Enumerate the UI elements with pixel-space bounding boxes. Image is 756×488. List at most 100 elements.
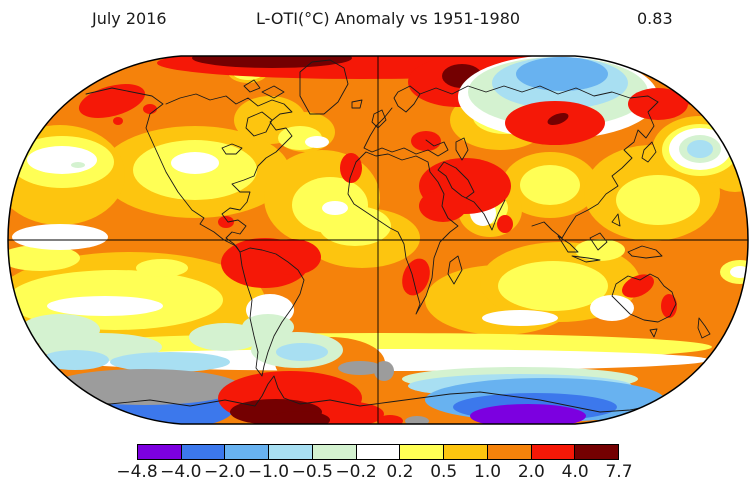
colorbar-scale (137, 444, 619, 460)
coastlines-shape (627, 245, 663, 259)
figure-title: L-OTI(°C) Anomaly vs 1951-1980 (256, 9, 521, 28)
anomaly-field-shape (12, 224, 108, 250)
hot-spots-shape (78, 84, 146, 118)
coastlines-shape (531, 101, 659, 239)
colorbar-tick-label: −1.0 (247, 462, 290, 482)
anomaly-field-shape (41, 350, 109, 370)
no-data-regions-shape (338, 361, 382, 375)
colorbar-tick-label: −4.0 (160, 462, 202, 482)
anomaly-field-shape (8, 245, 80, 271)
hot-spots-shape (143, 104, 157, 114)
anomaly-field-shape (189, 323, 261, 351)
hot-spots-shape (377, 415, 403, 424)
anomaly-field-shape (322, 201, 348, 215)
coastlines-shape (29, 375, 716, 413)
coastlines-shape (85, 87, 241, 253)
coastlines-shape (571, 255, 601, 263)
colorbar-segment (181, 445, 226, 459)
anomaly-field-shape (20, 314, 100, 346)
colorbar-tick-label: 0.5 (430, 462, 458, 482)
colorbar-tick-label: −4.8 (116, 462, 158, 482)
hot-spots-shape (411, 131, 441, 151)
coastlines-shape (261, 85, 285, 99)
colorbar-tick-label: 4.0 (561, 462, 589, 482)
anomaly-field-shape (136, 259, 188, 277)
coastlines-shape (243, 79, 261, 93)
coastlines-shape (347, 151, 459, 315)
colorbar-segment (487, 445, 532, 459)
coastlines-shape (641, 141, 657, 163)
hot-spots-shape (419, 190, 467, 222)
anomaly-field-shape (470, 404, 586, 424)
no-data-regions-shape (49, 369, 241, 405)
coastlines-shape (447, 255, 463, 285)
anomaly-field-shape (616, 175, 700, 225)
anomaly-field-shape (590, 295, 634, 321)
colorbar-tick-label: −2.0 (203, 462, 246, 482)
colorbar: −4.8 −4.0 −2.0 −1.0 −0.5 −0.2 0.2 0.5 1.0 2.0 4.0 7… (116, 444, 633, 482)
hot-spots-shape (622, 274, 654, 298)
hot-spots-shape (547, 112, 569, 126)
anomaly-field-shape (305, 136, 329, 148)
coastlines-shape (419, 85, 659, 103)
colorbar-tick-label: 7.7 (605, 462, 633, 482)
colorbar-tick-label: 0.2 (386, 462, 414, 482)
anomaly-field-shape (482, 310, 558, 326)
coastlines-shape (245, 111, 273, 137)
coastlines-shape (221, 143, 243, 155)
coastlines-shape (649, 328, 658, 338)
hot-spots-shape (113, 117, 123, 125)
anomaly-field-shape (47, 296, 163, 316)
no-data-regions-shape (87, 414, 143, 424)
hot-spots-shape (270, 411, 330, 424)
hot-spots-shape (628, 88, 688, 120)
colorbar-tick-label: −0.2 (335, 462, 377, 482)
date-label: July 2016 (92, 9, 167, 28)
no-data-regions-shape (374, 361, 394, 381)
coastlines-shape (611, 213, 621, 227)
hot-spots-shape (661, 294, 677, 318)
colorbar-segment (400, 445, 445, 459)
hot-spots-shape (340, 153, 362, 183)
anomaly-field-shape (516, 57, 608, 91)
anomaly-field-shape (71, 162, 85, 168)
colorbar-segment (444, 445, 488, 459)
coastlines-shape (611, 273, 677, 323)
anomaly-field-shape (498, 261, 608, 311)
colorbar-tick-label: 1.0 (474, 462, 502, 482)
anomaly-field-shape (110, 352, 230, 372)
colorbar-segment (531, 445, 576, 459)
coastlines-shape (589, 232, 608, 251)
coastlines-shape (239, 247, 305, 377)
coastlines-shape (299, 59, 349, 115)
colorbar-segment (269, 445, 313, 459)
colorbar-tick-label: 2.0 (517, 462, 545, 482)
colorbar-segment (225, 445, 270, 459)
global-mean-value: 0.83 (637, 9, 673, 28)
colorbar-segment (575, 445, 619, 459)
coastlines-shape (437, 161, 506, 231)
hot-spots (78, 84, 688, 424)
hot-spots-shape (497, 215, 513, 233)
anomaly-field-shape (171, 152, 219, 174)
graticule (8, 56, 748, 424)
anomaly-field-shape (276, 343, 328, 361)
coastlines-shape (363, 107, 449, 157)
coastlines-shape (393, 85, 421, 113)
coastlines-shape (697, 317, 711, 339)
world-anomaly-map-shape (8, 56, 748, 424)
colorbar-tick-labels: −4.8 −4.0 −2.0 −1.0 −0.5 −0.2 0.2 0.5 1.0 2.0 4.0 7… (116, 460, 632, 482)
anomaly-field-shape (575, 239, 625, 261)
anomaly-field-shape (27, 146, 97, 174)
anomaly-field-shape (687, 140, 713, 158)
hot-spots-shape (218, 216, 234, 228)
colorbar-segment (356, 445, 401, 459)
colorbar-tick-label: −0.5 (291, 462, 333, 482)
coastlines-shape (371, 109, 387, 129)
anomaly-field-shape (319, 206, 391, 246)
anomaly-field-shape (192, 56, 352, 68)
hot-spots-shape (265, 239, 321, 275)
hot-spots-shape (402, 258, 430, 296)
